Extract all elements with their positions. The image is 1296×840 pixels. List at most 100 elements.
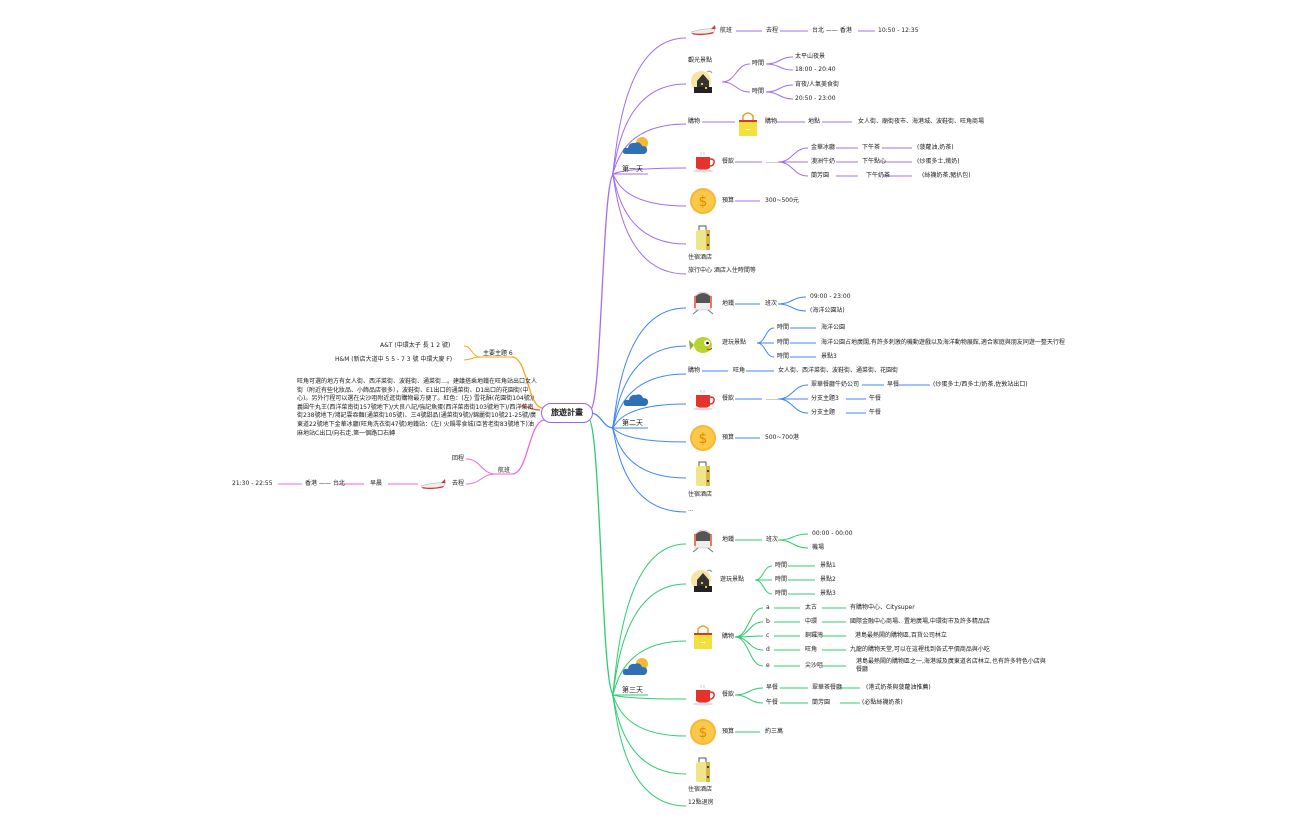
sight-node[interactable]: 觀光景點 bbox=[688, 57, 713, 64]
food-meal[interactable]: 下午茶 bbox=[862, 144, 881, 151]
note-node[interactable]: 12點退房 bbox=[688, 799, 714, 806]
shop-letter[interactable]: e bbox=[766, 662, 770, 669]
shop-detail[interactable]: 港島最熱鬧的購物區之一,海港城及廣東道名店林立,也有許多特色小店與餐廳 bbox=[856, 658, 1046, 673]
food-node[interactable]: 餐飲 bbox=[722, 158, 735, 165]
sight-item[interactable]: 景點1 bbox=[820, 562, 836, 569]
day1-node[interactable]: 第一天 bbox=[622, 165, 643, 173]
day2-node[interactable]: 第二天 bbox=[622, 419, 643, 427]
shop-area[interactable]: 尖沙咀 bbox=[805, 662, 824, 669]
metro-sub[interactable]: 班次 bbox=[765, 300, 778, 307]
food-detail[interactable]: (絲襪奶茶,豬扒包) bbox=[922, 172, 971, 179]
shop-letter[interactable]: c bbox=[766, 632, 770, 639]
food-detail[interactable]: (炒蛋多士/西多士/奶茶,佐敦站出口) bbox=[933, 381, 1028, 388]
food-place[interactable]: 蘭芳園 bbox=[811, 172, 830, 179]
topic-node[interactable]: 主要主題 6 bbox=[483, 350, 513, 357]
time-node[interactable]: 時間 bbox=[775, 576, 788, 583]
shop-area[interactable]: 中環 bbox=[805, 618, 818, 625]
sight-item[interactable]: 海洋公園 bbox=[821, 324, 846, 331]
flight-route[interactable]: 台北 —— 香港 bbox=[812, 27, 852, 34]
food-place[interactable]: 分支主題3 bbox=[811, 395, 839, 402]
note-node[interactable]: ... bbox=[688, 506, 694, 513]
food-place[interactable]: 翠華茶餐廳 bbox=[812, 684, 843, 691]
food-meal[interactable]: 下午奶茶 bbox=[866, 172, 891, 179]
route[interactable]: 香港 —— 台北 bbox=[305, 480, 345, 487]
sight-item[interactable]: 宵夜/人氣美食街 bbox=[795, 81, 840, 88]
metro-item[interactable]: (海洋公園站) bbox=[810, 307, 845, 314]
food-meal[interactable]: 早餐 bbox=[766, 684, 779, 691]
food-place[interactable]: 澳洲牛奶 bbox=[811, 158, 836, 165]
hotel-node[interactable]: 住宿酒店 bbox=[688, 254, 713, 261]
hotel-node[interactable]: 住宿酒店 bbox=[688, 491, 713, 498]
food-detail[interactable]: (必點絲襪奶茶) bbox=[862, 699, 903, 706]
shop-letter[interactable]: d bbox=[766, 646, 770, 653]
budget-node[interactable]: 預算 bbox=[722, 197, 735, 204]
food-node[interactable]: 餐飲 bbox=[722, 395, 735, 402]
metro-item[interactable]: 機場 bbox=[812, 544, 825, 551]
flight-time[interactable]: 10:50 - 12:35 bbox=[878, 27, 919, 34]
shop-place[interactable]: 旺角 bbox=[733, 367, 746, 374]
shop-detail[interactable]: 港島最熱鬧的購物區,百貨公司林立 bbox=[855, 632, 947, 639]
shop-area[interactable]: 旺角 bbox=[805, 646, 818, 653]
shop-place[interactable]: 地點 bbox=[808, 118, 821, 125]
sight-node[interactable]: 遊玩景點 bbox=[720, 576, 745, 583]
sight-item[interactable]: 景點2 bbox=[820, 576, 836, 583]
budget-node[interactable]: 預算 bbox=[722, 728, 735, 735]
hotel-node[interactable]: 住宿酒店 bbox=[688, 786, 713, 793]
root-node[interactable]: 旅遊計畫 bbox=[541, 403, 593, 423]
sight-item[interactable]: 20:50 - 23:00 bbox=[795, 95, 836, 102]
food-meal[interactable]: 早餐 bbox=[887, 381, 900, 388]
shop-node[interactable]: 購物 bbox=[688, 367, 701, 374]
shop-detail[interactable]: 女人街、西洋菜街、波鞋街、通菜街、花園街 bbox=[778, 367, 899, 374]
food-mid[interactable]: …… bbox=[766, 158, 778, 165]
metro-node[interactable]: 地鐵 bbox=[722, 300, 735, 307]
time-node[interactable]: 時間 bbox=[777, 353, 790, 360]
sight-node[interactable]: 遊玩景點 bbox=[722, 339, 747, 346]
food-mid[interactable]: …… bbox=[766, 395, 778, 402]
time-node[interactable]: 時間 bbox=[775, 590, 788, 597]
budget-value[interactable]: 300~500元 bbox=[765, 197, 799, 204]
return-node[interactable]: 回程 bbox=[452, 455, 465, 462]
budget-value[interactable]: 約三萬 bbox=[765, 728, 784, 735]
food-place[interactable]: 金華冰廳 bbox=[811, 144, 836, 151]
shop-detail[interactable]: 九龍的購物天堂,可以在這裡找到各式平價商品與小吃 bbox=[850, 646, 990, 653]
sight-item[interactable]: 景點3 bbox=[821, 353, 837, 360]
sight-item[interactable]: 太平山夜景 bbox=[795, 53, 826, 60]
food-detail[interactable]: (港式奶茶與菠蘿油推薦) bbox=[866, 684, 931, 691]
shop-detail[interactable]: 有購物中心、Citysuper bbox=[850, 604, 915, 611]
day3-node[interactable]: 第三天 bbox=[622, 686, 643, 694]
shop-area[interactable]: 銅鑼灣 bbox=[805, 632, 824, 639]
topic-item[interactable]: A&T (中環太子 長 1 2 號) bbox=[380, 342, 451, 349]
shop-node[interactable]: 購物 bbox=[722, 633, 735, 640]
depart-node[interactable]: 去程 bbox=[452, 480, 465, 487]
metro-item[interactable]: 09:00 - 23:00 bbox=[810, 293, 851, 300]
budget-value[interactable]: 500~700港 bbox=[765, 434, 799, 441]
time-of-day[interactable]: 早晨 bbox=[370, 480, 383, 487]
time-node[interactable]: 時間 bbox=[777, 339, 790, 346]
shop-letter[interactable]: a bbox=[766, 604, 770, 611]
note-node[interactable]: 旅行中心 酒店入住時間等 bbox=[688, 267, 756, 274]
metro-item[interactable]: 00:00 - 00:00 bbox=[812, 530, 853, 537]
time-node[interactable]: 時間 bbox=[752, 60, 765, 67]
food-meal[interactable]: 午餐 bbox=[766, 699, 779, 706]
flight-time[interactable]: 21:30 - 22:55 bbox=[232, 480, 273, 487]
food-detail[interactable]: (炒蛋多士,燉奶) bbox=[917, 158, 960, 165]
sight-item[interactable]: 景點3 bbox=[820, 590, 836, 597]
metro-node[interactable]: 地鐵 bbox=[722, 536, 735, 543]
shop-area[interactable]: 太古 bbox=[805, 604, 818, 611]
food-detail[interactable]: (菠蘿油,奶茶) bbox=[917, 144, 954, 151]
time-node[interactable]: 時間 bbox=[777, 324, 790, 331]
food-place[interactable]: 分支主題 bbox=[811, 409, 836, 416]
time-node[interactable]: 時間 bbox=[775, 562, 788, 569]
shopping-note[interactable]: 旺角可選的地方有女人街、西洋菜街、波鞋街、通菜街…。建議搭乘地鐵在旺角站出口女人… bbox=[297, 378, 538, 437]
food-place[interactable]: 翠華餐廳牛奶公司 bbox=[811, 381, 860, 388]
sight-item[interactable]: 海洋公園占地廣闊,有許多刺激的機動遊戲以及海洋動物展館,適合家庭與朋友同遊一整天… bbox=[821, 339, 1065, 346]
metro-sub[interactable]: 班次 bbox=[766, 536, 779, 543]
shop-detail[interactable]: 女人街、廟街夜市、海港城、波鞋街、旺角商場 bbox=[858, 118, 985, 125]
food-meal[interactable]: 下午點心 bbox=[862, 158, 887, 165]
food-meal[interactable]: 午餐 bbox=[869, 395, 882, 402]
shop-letter[interactable]: b bbox=[766, 618, 770, 625]
flight-dir[interactable]: 去程 bbox=[766, 27, 779, 34]
budget-node[interactable]: 預算 bbox=[722, 434, 735, 441]
shop-detail[interactable]: 國際金融中心商場、置地廣場,中環街市及許多精品店 bbox=[850, 618, 990, 625]
flight-node[interactable]: 航班 bbox=[720, 27, 733, 34]
